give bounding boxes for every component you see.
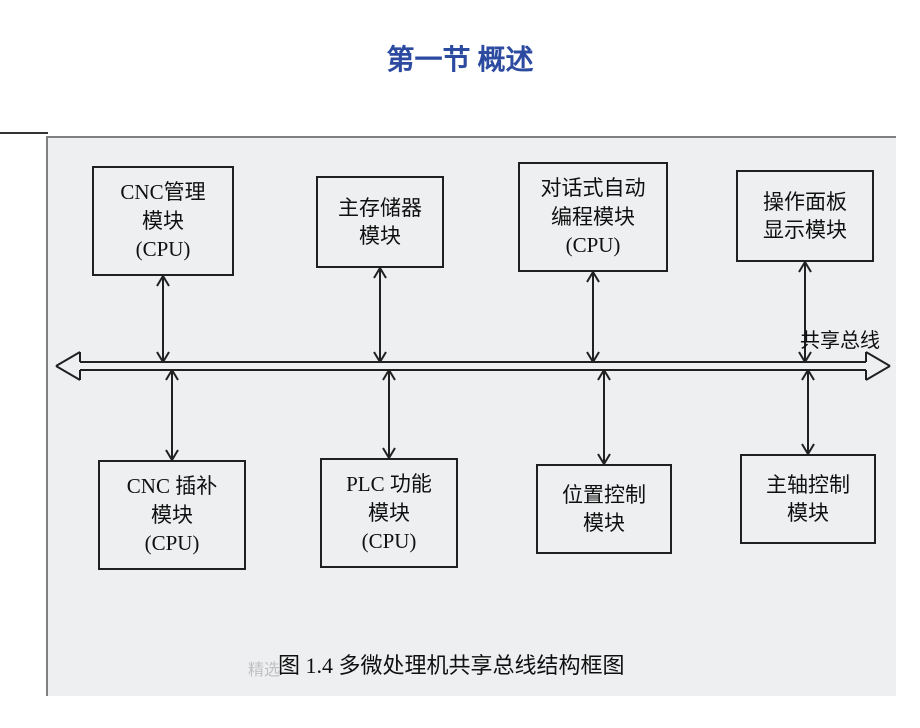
module-box-line: CNC 插补	[127, 472, 217, 500]
module-box-line: 主轴控制	[766, 471, 850, 499]
module-box-line: 显示模块	[763, 216, 847, 244]
module-box-line: CNC管理	[120, 178, 205, 206]
module-box-line: 编程模块	[551, 203, 635, 231]
figure-caption-text: 图 1.4 多微处理机共享总线结构框图	[278, 653, 625, 678]
figure-caption: 图 1.4 多微处理机共享总线结构框图	[278, 648, 625, 680]
module-box-line: (CPU)	[362, 527, 417, 555]
module-box-line: 对话式自动	[541, 174, 646, 202]
module-box-line: 模块	[151, 501, 193, 529]
module-box-spindle-ctrl: 主轴控制模块	[740, 454, 876, 544]
module-box-line: 模块	[787, 499, 829, 527]
module-box-line: 操作面板	[763, 188, 847, 216]
module-box-line: 位置控制	[562, 481, 646, 509]
module-box-cnc-manage: CNC管理模块(CPU)	[92, 166, 234, 276]
module-box-line: (CPU)	[566, 231, 621, 259]
module-box-pos-ctrl: 位置控制模块	[536, 464, 672, 554]
module-box-line: 主存储器	[338, 194, 422, 222]
top-divider	[0, 132, 48, 134]
module-box-line: (CPU)	[145, 529, 200, 557]
module-box-plc-func: PLC 功能模块(CPU)	[320, 458, 458, 568]
module-box-line: 模块	[359, 222, 401, 250]
watermark: 精选	[248, 656, 280, 680]
module-box-main-memory: 主存储器模块	[316, 176, 444, 268]
bus-label-text: 共享总线	[800, 330, 880, 352]
module-box-line: 模块	[583, 509, 625, 537]
bus-label: 共享总线	[800, 324, 880, 353]
module-box-line: PLC 功能	[346, 470, 432, 498]
section-title-text: 第一节 概述	[386, 45, 533, 76]
section-title: 第一节 概述	[0, 38, 920, 78]
watermark-text: 精选	[248, 662, 280, 679]
module-box-line: 模块	[368, 499, 410, 527]
module-box-op-panel: 操作面板显示模块	[736, 170, 874, 262]
diagram-area: 共享总线 图 1.4 多微处理机共享总线结构框图 精选 CNC管理模块(CPU)…	[46, 136, 896, 696]
module-box-cnc-interp: CNC 插补模块(CPU)	[98, 460, 246, 570]
module-box-line: (CPU)	[136, 235, 191, 263]
module-box-line: 模块	[142, 207, 184, 235]
module-box-dialog-prog: 对话式自动编程模块(CPU)	[518, 162, 668, 272]
